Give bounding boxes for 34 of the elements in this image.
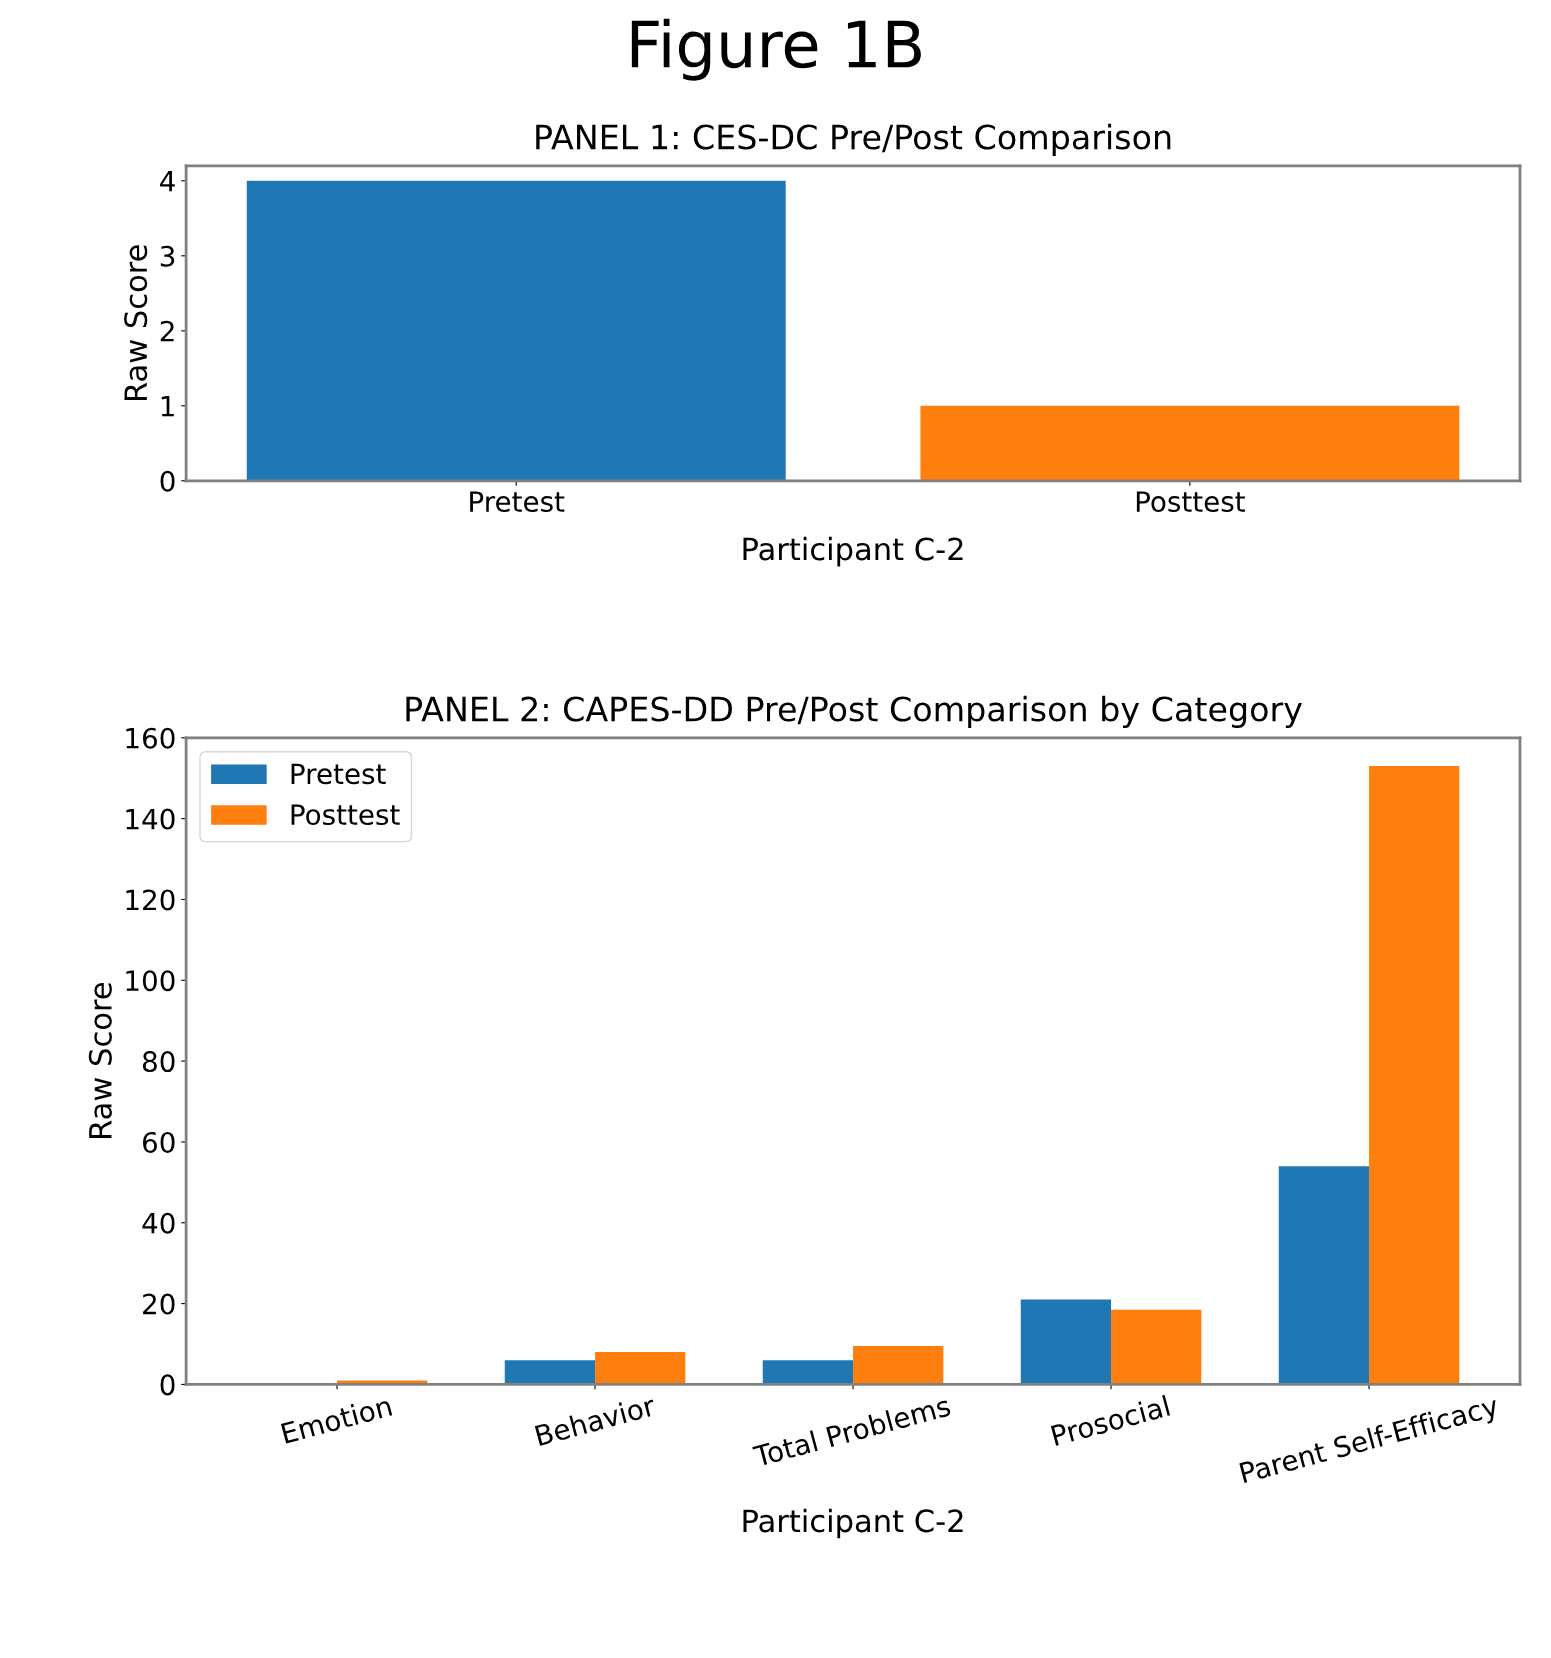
bar bbox=[595, 1352, 686, 1385]
x-tick-label: Emotion bbox=[280, 1394, 393, 1444]
bar bbox=[504, 1360, 596, 1385]
x-tick-label: Total Problems bbox=[752, 1394, 952, 1468]
y-tick-label: 100 bbox=[126, 970, 175, 992]
y-tick-label: 80 bbox=[142, 1051, 175, 1073]
legend-label: Posttest bbox=[291, 804, 400, 826]
bar bbox=[762, 1360, 854, 1385]
y-axis-title: Raw Score bbox=[124, 245, 148, 401]
y-tick-label: 1 bbox=[161, 396, 174, 417]
y-tick-label: 0 bbox=[160, 470, 175, 492]
x-axis-title: Participant C-2 bbox=[743, 536, 963, 567]
y-tick-label: 4 bbox=[160, 171, 175, 192]
caption: Figure 1B bbox=[631, 18, 921, 81]
bar bbox=[1020, 1299, 1112, 1385]
y-axis-title: Raw Score bbox=[88, 982, 112, 1138]
legend-label: Pretest bbox=[291, 763, 386, 785]
chart-title: PANEL 2: CAPES-DD Pre/Post Comparison by Category bbox=[406, 695, 1302, 729]
x-tick-label: Behavior bbox=[534, 1394, 657, 1447]
x-axis-title: Participant C-2 bbox=[743, 1508, 963, 1539]
y-tick-label: 3 bbox=[160, 245, 175, 267]
bar bbox=[853, 1346, 944, 1385]
y-tick-label: 20 bbox=[143, 1293, 175, 1315]
y-tick-label: 60 bbox=[142, 1131, 175, 1153]
chart-title: PANEL 1: CES-DC Pre/Post Comparison bbox=[536, 123, 1171, 157]
bar bbox=[1111, 1309, 1202, 1385]
bar bbox=[1369, 766, 1460, 1385]
bar bbox=[1278, 1166, 1370, 1385]
y-tick-label: 2 bbox=[160, 320, 174, 342]
y-tick-label: 140 bbox=[126, 808, 175, 830]
y-tick-label: 40 bbox=[142, 1212, 175, 1234]
y-tick-label: 0 bbox=[160, 1374, 175, 1396]
y-tick-label: 160 bbox=[126, 727, 175, 749]
y-tick-label: 120 bbox=[126, 889, 175, 911]
